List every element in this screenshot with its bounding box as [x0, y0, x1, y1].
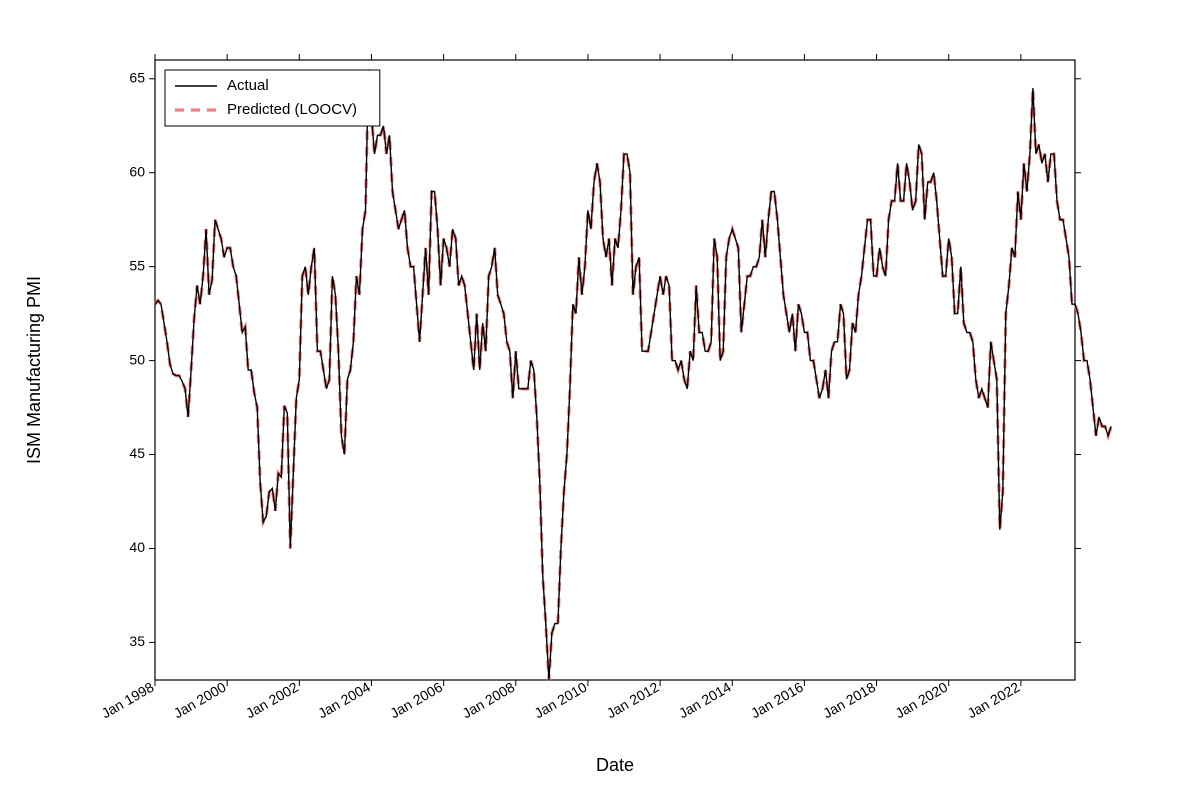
y-tick-label: 45	[129, 445, 145, 461]
x-tick-label: Jan 2022	[964, 679, 1022, 722]
y-tick-label: 40	[129, 539, 145, 555]
legend-label: Predicted (LOOCV)	[227, 101, 357, 118]
x-tick-label: Jan 2006	[387, 679, 445, 722]
y-tick-label: 65	[129, 69, 145, 85]
x-tick-label: Jan 2000	[171, 679, 229, 722]
y-tick-label: 55	[129, 257, 145, 273]
x-axis-label: Date	[596, 755, 634, 775]
series-predicted	[155, 69, 1111, 680]
x-tick-label: Jan 2002	[243, 679, 301, 722]
y-tick-label: 35	[129, 633, 145, 649]
y-axis-label: ISM Manufacturing PMI	[24, 276, 44, 464]
x-tick-label: Jan 2012	[604, 679, 662, 722]
x-tick-label: Jan 2014	[676, 679, 734, 722]
x-tick-label: Jan 2018	[820, 679, 878, 722]
x-tick-label: Jan 1998	[99, 679, 157, 722]
legend-label: Actual	[227, 77, 269, 94]
x-tick-label: Jan 2010	[532, 679, 590, 722]
y-tick-label: 50	[129, 351, 145, 367]
chart-container: 35 40 45 50 55 60 65 Jan 1998 Jan 2000 Jan 2002 Ja…	[0, 0, 1202, 785]
x-tick-label: Jan 2016	[748, 679, 806, 722]
plot-frame	[155, 60, 1075, 680]
x-tick-label: Jan 2020	[892, 679, 950, 722]
y-tick-label: 60	[129, 163, 145, 179]
x-tick-label: Jan 2008	[459, 679, 517, 722]
pmi-line-chart: 35 40 45 50 55 60 65 Jan 1998 Jan 2000 Jan 2002 Ja…	[0, 0, 1202, 785]
x-tick-label: Jan 2004	[315, 679, 373, 722]
